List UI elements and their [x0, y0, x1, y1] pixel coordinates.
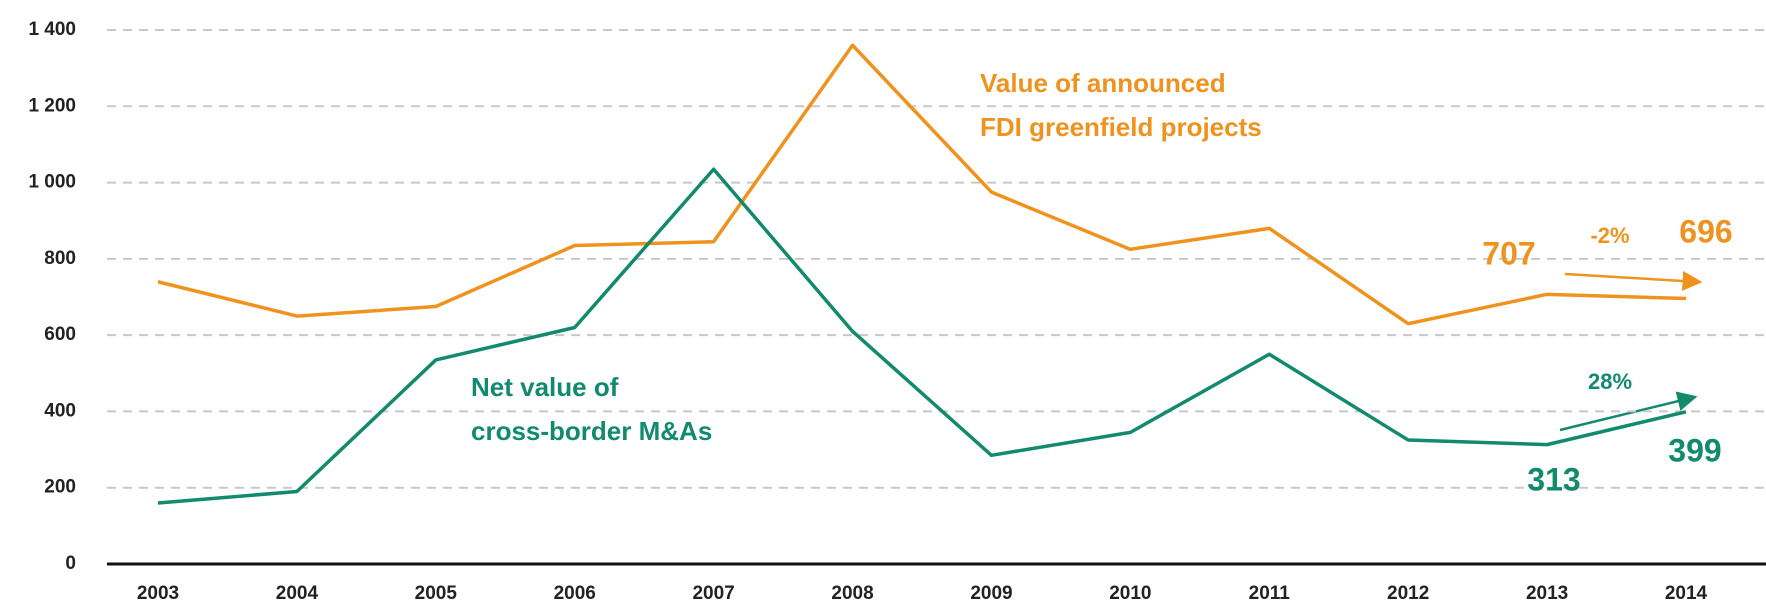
data-label: 696 [1679, 213, 1732, 249]
data-label: 313 [1527, 461, 1580, 497]
y-tick-label: 1 200 [28, 95, 76, 116]
x-tick-label: 2009 [970, 583, 1012, 604]
x-tick-label: 2013 [1526, 583, 1568, 604]
series-label: cross-border M&As [471, 416, 712, 446]
annotation: 28% [1588, 369, 1632, 394]
y-tick-label: 800 [44, 248, 76, 269]
x-tick-label: 2010 [1109, 583, 1151, 604]
x-tick-label: 2007 [692, 583, 734, 604]
annotation: -2% [1590, 223, 1629, 248]
series-line [157, 167, 1687, 505]
series-label: Value of announced [980, 68, 1226, 98]
y-tick-label: 200 [44, 477, 76, 498]
data-label: 399 [1668, 432, 1721, 468]
trend-arrow [1559, 391, 1698, 432]
data-label: 707 [1482, 235, 1535, 271]
series-label: Net value of [471, 372, 619, 402]
x-tick-label: 2006 [554, 583, 596, 604]
y-tick-label: 400 [44, 400, 76, 421]
x-tick-label: 2011 [1249, 583, 1291, 604]
y-tick-label: 600 [44, 324, 76, 345]
series-line [157, 43, 1687, 326]
x-tick-label: 2008 [831, 583, 873, 604]
trend-arrow [1564, 270, 1703, 291]
x-tick-label: 2003 [137, 583, 179, 604]
x-tick-label: 2005 [415, 583, 458, 604]
y-tick-label: 1 000 [28, 172, 76, 193]
x-tick-label: 2012 [1387, 583, 1429, 604]
x-tick-label: 2004 [276, 583, 319, 604]
y-tick-label: 1 400 [28, 19, 76, 40]
series-label: FDI greenfield projects [980, 112, 1262, 142]
y-tick-label: 0 [65, 553, 76, 574]
x-tick-label: 2014 [1665, 583, 1708, 604]
